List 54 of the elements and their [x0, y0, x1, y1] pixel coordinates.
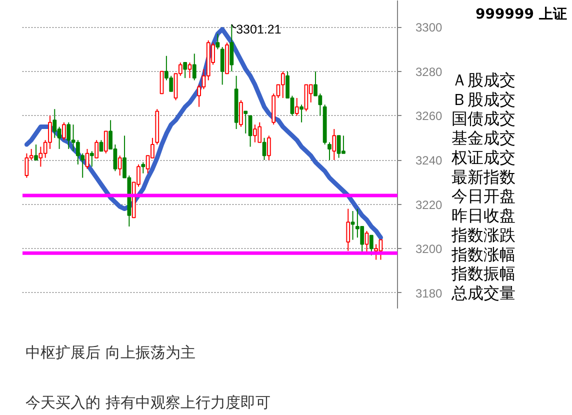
y-tick-label: 3240 [416, 154, 443, 168]
y-tick-label: 3300 [416, 20, 443, 35]
text: 昨日收盘 [452, 206, 516, 226]
candlestick [374, 244, 378, 260]
y-tick-label: 3180 [416, 286, 443, 300]
candlestick [346, 208, 350, 252]
candlestick [216, 33, 220, 50]
candlestick [85, 148, 90, 170]
candlestick [160, 70, 164, 94]
text: 3301.21 [236, 22, 282, 36]
candlestick [244, 110, 248, 134]
text: 指数涨跌 [450, 225, 516, 244]
candlestick [34, 144, 38, 161]
candlestick [280, 70, 285, 98]
text: 指数涨幅 [450, 244, 516, 264]
text: 权证成交 [450, 148, 516, 167]
candlestick [239, 100, 243, 128]
text: 今日开盘 [452, 186, 516, 206]
candlestick [118, 155, 122, 176]
candlestick [94, 140, 99, 158]
candlestick [262, 137, 266, 161]
y-tick-label: 3200 [416, 242, 443, 256]
text: 中枢扩展后 向上振荡为主 [26, 344, 196, 362]
text: 基金成交 [452, 128, 516, 148]
candlestick [183, 62, 188, 79]
candlestick [230, 24, 234, 72]
y-tick-label: 3260 [416, 109, 443, 124]
candlestick [104, 130, 108, 154]
candlestick [266, 135, 271, 161]
candlestick [220, 46, 224, 86]
text: 国债成交 [452, 109, 516, 128]
candlestick [294, 97, 299, 116]
candlestick [192, 53, 196, 81]
candlestick [248, 115, 252, 148]
candlestick [332, 128, 336, 161]
text: Ａ股成交 [452, 70, 516, 90]
candlestick [90, 150, 94, 168]
candlestick [141, 162, 146, 174]
text: 最新指数 [452, 167, 516, 186]
text: Ｂ股成交 [452, 90, 516, 109]
candlestick [328, 142, 332, 161]
candlestick [66, 122, 71, 150]
candlestick [52, 108, 57, 138]
text: 999999 上证 [476, 6, 567, 22]
candlestick [350, 210, 355, 240]
y-tick-label: 3280 [416, 64, 443, 79]
y-tick-label: 3220 [416, 198, 443, 212]
text: 今天买入的 持有中观察上行力度即可 [26, 394, 270, 412]
candlestick [62, 122, 66, 141]
text: 总成交量 [450, 284, 516, 303]
candlestick [369, 234, 374, 256]
candlestick [300, 104, 304, 123]
candlestick [364, 230, 369, 254]
text: 指数振幅 [450, 264, 516, 284]
